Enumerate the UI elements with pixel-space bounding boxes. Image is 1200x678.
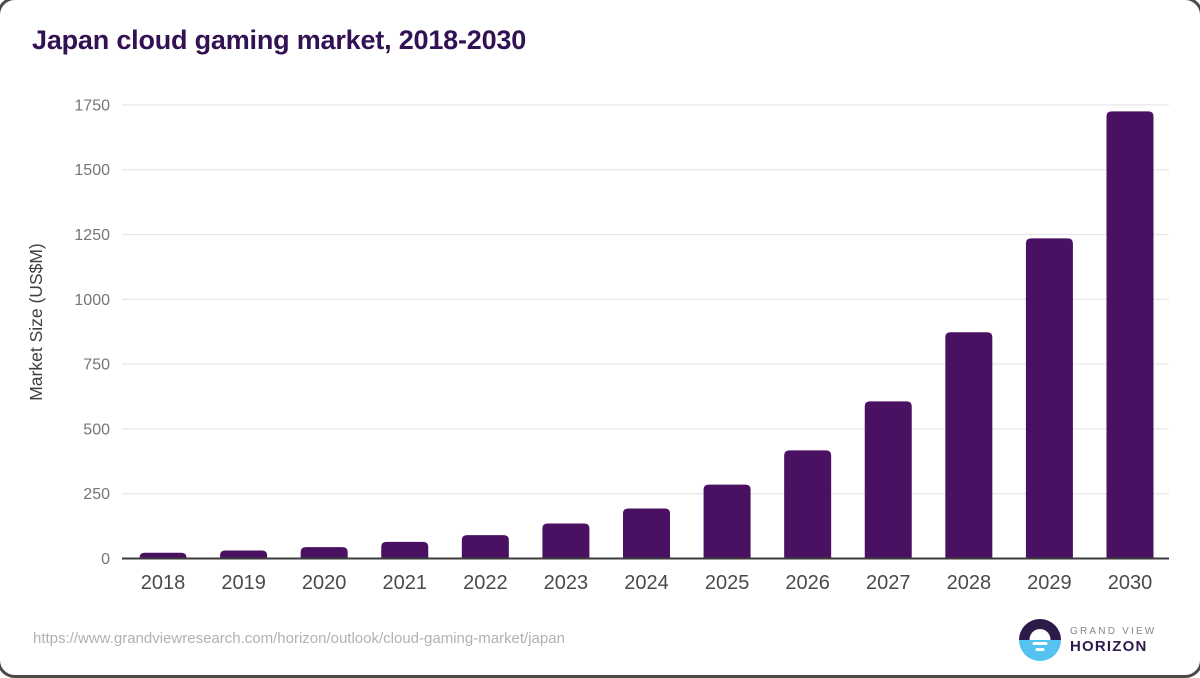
chart-title: Japan cloud gaming market, 2018-2030 — [32, 25, 527, 55]
x-tick-label-2025: 2025 — [705, 572, 750, 594]
bar-2021[interactable] — [381, 541, 429, 559]
logo-text: GRAND VIEW HORIZON — [1070, 625, 1157, 655]
bar-2027[interactable] — [864, 401, 912, 559]
y-tick-label-1750: 1750 — [74, 97, 110, 114]
grand-view-horizon-logo: GRAND VIEW HORIZON — [1019, 619, 1156, 661]
logo-brand-bottom: HORIZON — [1070, 637, 1148, 655]
y-axis-title: Market Size (US$M) — [26, 243, 46, 401]
reflection-line-2 — [1035, 647, 1045, 651]
x-tick-label-2022: 2022 — [463, 572, 508, 594]
y-tick-label-1000: 1000 — [74, 292, 110, 309]
x-tick-label-2028: 2028 — [947, 572, 992, 594]
x-tick-label-2026: 2026 — [785, 572, 830, 594]
bar-2030[interactable] — [1106, 111, 1154, 559]
y-tick-label-1500: 1500 — [74, 162, 110, 179]
bar-2026[interactable] — [784, 450, 832, 559]
sun-dome-shape — [1029, 629, 1051, 640]
bar-2028[interactable] — [945, 332, 993, 559]
bar-2020[interactable] — [300, 547, 348, 559]
x-tick-label-2027: 2027 — [866, 572, 911, 594]
bar-2024[interactable] — [622, 508, 670, 559]
bar-2019[interactable] — [220, 550, 268, 559]
horizon-sunrise-icon — [1019, 619, 1061, 661]
x-tick-label-2030: 2030 — [1108, 572, 1153, 594]
reflection-line-1 — [1032, 641, 1048, 645]
y-tick-label-250: 250 — [83, 486, 110, 503]
y-tick-label-750: 750 — [83, 357, 110, 374]
x-tick-label-2020: 2020 — [302, 572, 347, 594]
bar-2025[interactable] — [703, 484, 751, 559]
logo-brand-top: GRAND VIEW — [1070, 625, 1157, 637]
y-tick-label-500: 500 — [83, 421, 110, 438]
x-tick-label-2019: 2019 — [221, 572, 266, 594]
bar-2029[interactable] — [1025, 238, 1073, 559]
y-tick-label-0: 0 — [101, 551, 110, 568]
y-tick-label-1250: 1250 — [74, 227, 110, 244]
bar-2023[interactable] — [542, 523, 590, 559]
bar-2018[interactable] — [139, 552, 187, 559]
x-tick-label-2023: 2023 — [544, 572, 589, 594]
x-tick-label-2018: 2018 — [141, 572, 186, 594]
x-tick-label-2024: 2024 — [624, 572, 669, 594]
x-tick-label-2021: 2021 — [382, 572, 427, 594]
bar-2022[interactable] — [461, 535, 509, 559]
x-tick-label-2029: 2029 — [1027, 572, 1072, 594]
source-url: https://www.grandviewresearch.com/horizo… — [33, 630, 565, 647]
